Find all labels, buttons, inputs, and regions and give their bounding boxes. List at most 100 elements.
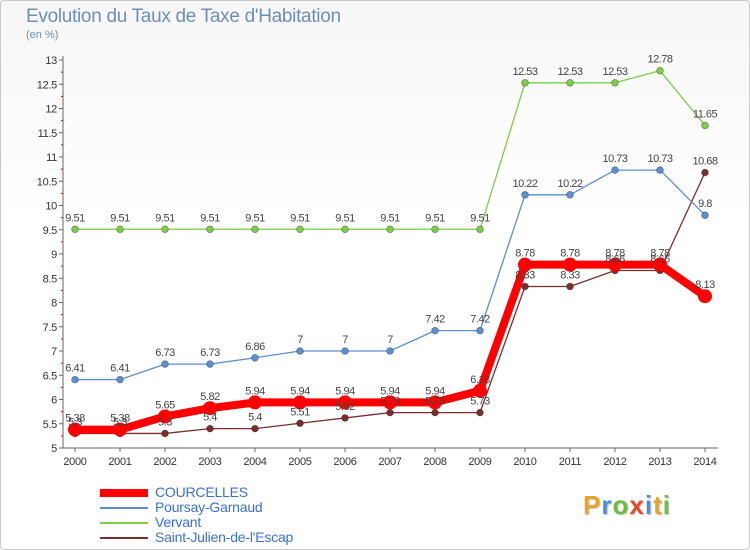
data-point: [161, 225, 169, 234]
data-point: [386, 347, 394, 355]
data-label: 10.22: [557, 178, 582, 190]
data-label: 10.73: [602, 153, 627, 165]
x-tick-label: 2001: [108, 456, 131, 468]
legend-swatch: [100, 537, 148, 539]
data-point: [386, 408, 394, 417]
data-label: 9.51: [65, 212, 85, 224]
data-label: 9.51: [470, 212, 490, 224]
data-point: [656, 66, 664, 75]
data-label: 5.82: [200, 391, 220, 403]
data-point: [563, 257, 577, 272]
data-label: 5.94: [335, 385, 355, 397]
data-label: 5.65: [155, 399, 175, 411]
data-label: 7: [342, 334, 348, 346]
x-tick-label: 2011: [559, 456, 582, 468]
data-point: [161, 360, 169, 368]
data-point: [71, 375, 79, 384]
x-tick-label: 2007: [378, 456, 401, 468]
data-point: [206, 424, 214, 433]
data-point: [428, 395, 442, 410]
y-tick-label: 5: [51, 443, 57, 455]
data-label: 5.4: [248, 412, 262, 424]
y-tick-label: 10: [45, 201, 57, 213]
data-label: 6.41: [65, 363, 85, 375]
data-label: 10.73: [647, 153, 672, 165]
data-label: 5.94: [425, 385, 445, 397]
x-tick-label: 2009: [468, 456, 491, 468]
y-tick-label: 12: [45, 104, 57, 116]
data-point: [518, 257, 532, 272]
data-label: 6.73: [200, 347, 220, 359]
logo-letter: i: [662, 490, 671, 520]
y-tick-label: 6: [51, 395, 57, 407]
data-point: [431, 408, 439, 417]
data-point: [386, 225, 394, 234]
data-point: [656, 166, 664, 174]
legend-swatch: [100, 489, 148, 497]
data-point: [476, 408, 484, 417]
data-label: 6.18: [470, 374, 490, 386]
chart-title: Evolution du Taux de Taxe d'Habitation: [26, 6, 341, 27]
x-tick-label: 2002: [153, 456, 176, 468]
data-point: [296, 225, 304, 234]
data-point: [521, 282, 529, 291]
y-tick-label: 8.5: [43, 273, 58, 285]
y-tick-label: 9: [51, 249, 57, 261]
data-label: 9.51: [335, 212, 355, 224]
data-point: [296, 347, 304, 355]
data-point: [608, 257, 622, 272]
data-label: 7: [387, 334, 393, 346]
data-label: 9.51: [425, 212, 445, 224]
legend-swatch: [100, 507, 148, 509]
x-tick-label: 2000: [63, 456, 86, 468]
legend-label: COURCELLES: [155, 484, 248, 500]
data-label: 12.53: [557, 66, 582, 78]
data-label: 7.42: [470, 314, 490, 326]
y-tick-label: 9.5: [43, 225, 58, 237]
x-tick-label: 2014: [693, 456, 716, 468]
data-label: 12.53: [602, 66, 627, 78]
data-label: 8.13: [695, 279, 715, 291]
data-label: 8.78: [515, 248, 535, 260]
data-point: [701, 168, 709, 177]
data-label: 8.33: [560, 269, 580, 281]
data-point: [473, 383, 487, 398]
data-label: 6.86: [245, 341, 265, 353]
data-point: [71, 225, 79, 234]
data-label: 9.8: [698, 198, 712, 210]
data-point: [476, 326, 484, 335]
y-tick-label: 8: [51, 298, 57, 310]
data-label: 5.51: [290, 406, 310, 418]
data-point: [293, 395, 307, 410]
data-point: [251, 353, 259, 362]
series-line: [74, 70, 706, 230]
data-point: [431, 326, 439, 335]
data-point: [701, 121, 709, 130]
data-label: 8.78: [605, 248, 625, 260]
data-label: 5.94: [245, 385, 265, 397]
data-label: 9.51: [155, 212, 175, 224]
data-label: 6.73: [155, 347, 175, 359]
data-label: 9.51: [200, 212, 220, 224]
y-tick-label: 7: [51, 346, 57, 358]
legend-label: Saint-Julien-de-l'Escap: [155, 529, 294, 545]
data-point: [653, 257, 667, 272]
data-label: 9.51: [245, 212, 265, 224]
data-point: [248, 395, 262, 410]
data-point: [341, 414, 349, 422]
x-tick-label: 2010: [513, 456, 536, 468]
data-point: [341, 347, 349, 355]
data-point: [698, 289, 712, 304]
data-point: [383, 395, 397, 410]
logo-letter: r: [601, 490, 613, 520]
data-point: [566, 191, 574, 199]
data-point: [476, 225, 484, 234]
logo-letter: P: [583, 490, 602, 520]
data-point: [521, 78, 529, 87]
data-point: [611, 78, 619, 87]
data-label: 5.3: [113, 416, 127, 428]
y-tick-label: 6.5: [43, 370, 58, 382]
data-label: 5.4: [203, 412, 217, 424]
data-label: 10.68: [692, 156, 717, 168]
data-label: 9.51: [110, 212, 130, 224]
